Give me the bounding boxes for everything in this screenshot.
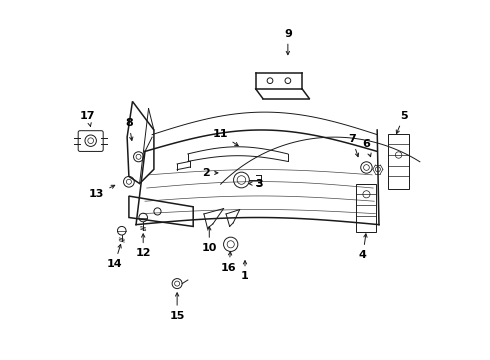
Text: 4: 4 bbox=[359, 234, 367, 260]
Text: 11: 11 bbox=[212, 129, 238, 146]
Text: 14: 14 bbox=[107, 244, 122, 269]
Text: 5: 5 bbox=[396, 111, 408, 134]
Text: 6: 6 bbox=[363, 139, 371, 157]
Text: 15: 15 bbox=[170, 293, 185, 321]
Text: 16: 16 bbox=[221, 252, 237, 273]
Text: 10: 10 bbox=[201, 227, 217, 253]
Text: 2: 2 bbox=[202, 168, 218, 178]
Text: 17: 17 bbox=[80, 111, 96, 126]
Text: 8: 8 bbox=[125, 118, 133, 140]
Text: 7: 7 bbox=[348, 134, 359, 157]
Text: 1: 1 bbox=[241, 261, 249, 282]
Text: 9: 9 bbox=[284, 28, 292, 55]
Text: 3: 3 bbox=[249, 179, 263, 189]
Text: 13: 13 bbox=[89, 185, 115, 199]
Text: 12: 12 bbox=[135, 234, 151, 258]
